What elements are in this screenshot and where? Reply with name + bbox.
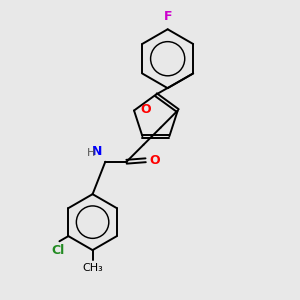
Text: O: O <box>149 154 160 167</box>
Text: H: H <box>87 148 95 158</box>
Text: O: O <box>140 103 151 116</box>
Text: N: N <box>92 145 102 158</box>
Text: CH₃: CH₃ <box>82 263 103 273</box>
Text: F: F <box>164 11 172 23</box>
Text: Cl: Cl <box>51 244 64 257</box>
